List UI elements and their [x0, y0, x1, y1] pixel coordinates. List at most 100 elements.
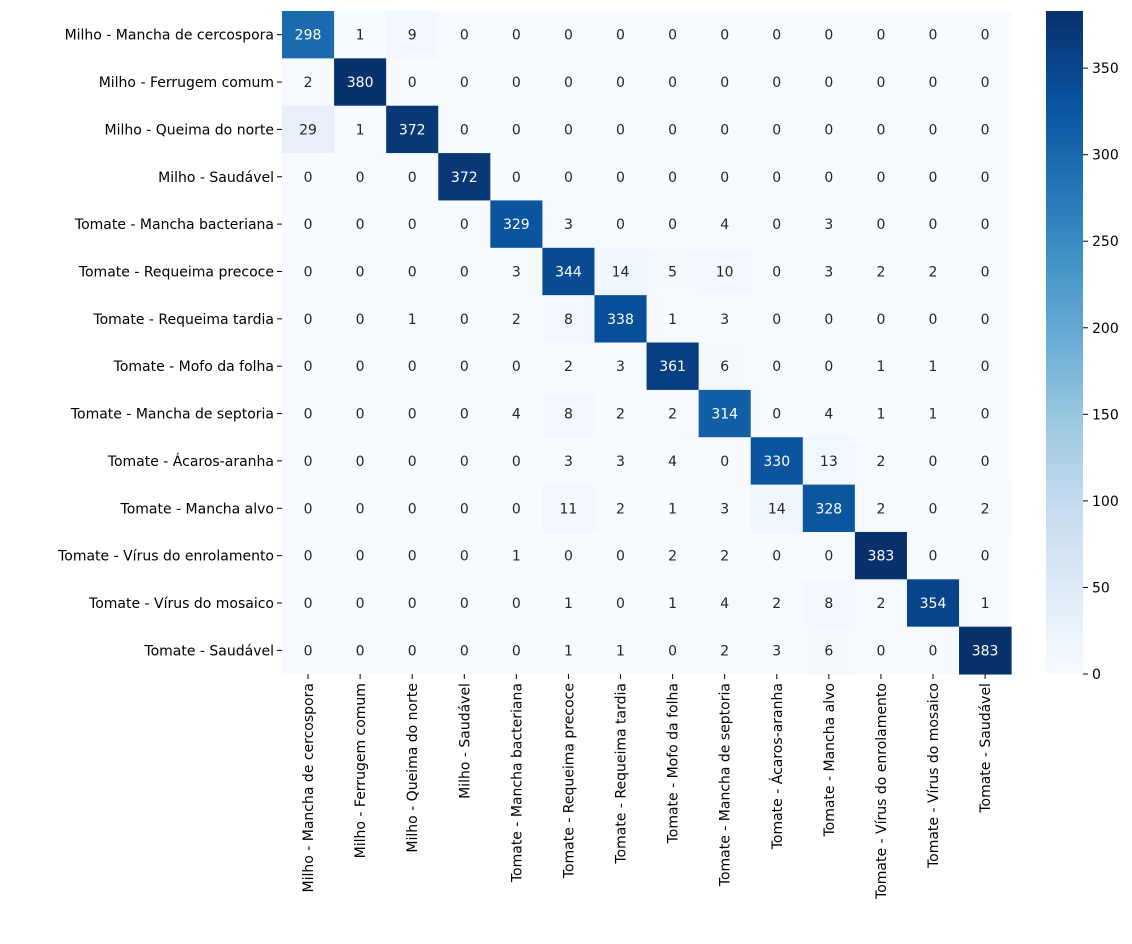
cell-value-label: 2 [304, 75, 313, 91]
heatmap-cell [594, 389, 648, 438]
heatmap-cell [334, 626, 387, 675]
heatmap-cell [906, 295, 960, 344]
cell-value-label: 0 [616, 75, 625, 91]
heatmap-cell [438, 295, 491, 344]
cell-value-label: 0 [720, 122, 729, 138]
y-axis: Milho - Mancha de cercospora Milho - Ferr… [57, 28, 282, 659]
heatmap-cell [854, 200, 908, 249]
cell-value-label: 0 [356, 264, 365, 280]
heatmap-cell [646, 295, 700, 344]
colorbar-segment [1046, 171, 1083, 178]
heatmap-cell [282, 579, 335, 628]
cell-value-label: 0 [512, 643, 521, 659]
colorbar-segment [1046, 160, 1083, 167]
y-tick-label: Milho - Saudável [158, 170, 274, 186]
heatmap-cell [542, 437, 595, 486]
colorbar-segment [1046, 138, 1083, 145]
y-tick-label: Tomate - Vírus do enrolamento [57, 549, 274, 565]
cell-value-label: 2 [668, 407, 677, 423]
cell-value-label: 0 [408, 454, 417, 470]
heatmap-cell [698, 247, 752, 296]
heatmap-cell [698, 531, 752, 580]
y-tick-label: Milho - Ferrugem comum [99, 75, 274, 91]
cell-value-label: 0 [356, 549, 365, 565]
heatmap-cell [646, 484, 700, 533]
heatmap-cell [594, 295, 648, 344]
cell-value-label: 0 [408, 501, 417, 517]
heatmap-cell [906, 579, 960, 628]
cell-value-label: 0 [304, 359, 313, 375]
heatmap-cell [438, 389, 491, 438]
x-tick-label: Tomate - Mancha alvo [822, 683, 838, 837]
cell-value-label: 0 [512, 75, 521, 91]
heatmap-cell [490, 105, 543, 154]
cell-value-label: 0 [616, 28, 625, 44]
colorbar-segment [1046, 254, 1083, 261]
cell-value-label: 0 [304, 454, 313, 470]
cell-value-label: 0 [616, 122, 625, 138]
cell-value-label: 0 [564, 28, 573, 44]
cell-value-label: 0 [876, 75, 885, 91]
heatmap-cell [906, 342, 960, 391]
heatmap-cell [386, 58, 439, 107]
cell-value-label: 314 [711, 407, 738, 423]
colorbar-segment [1046, 425, 1083, 432]
colorbar-segment [1046, 16, 1083, 23]
colorbar-segment [1046, 408, 1083, 415]
heatmap-cell [802, 58, 856, 107]
colorbar-segment [1046, 259, 1083, 266]
heatmap-cell [959, 579, 1012, 628]
heatmap-cell [802, 531, 856, 580]
colorbar-segment [1046, 629, 1083, 636]
cell-value-label: 0 [512, 28, 521, 44]
heatmap-cell [490, 531, 543, 580]
heatmap-cell [490, 295, 543, 344]
heatmap-cell [490, 11, 543, 59]
heatmap-cell [854, 579, 908, 628]
heatmap-cell [802, 626, 856, 675]
cell-value-label: 0 [408, 217, 417, 233]
heatmap-cell [854, 295, 908, 344]
cell-value-label: 0 [356, 359, 365, 375]
cell-value-label: 0 [460, 359, 469, 375]
heatmap-cell [490, 342, 543, 391]
colorbar-segment [1046, 502, 1083, 509]
cell-value-label: 13 [820, 454, 838, 470]
heatmap-cell [386, 342, 439, 391]
cell-value-label: 0 [772, 264, 781, 280]
cell-value-label: 3 [824, 264, 833, 280]
cell-value-label: 1 [668, 501, 677, 517]
cell-value-label: 2 [720, 643, 729, 659]
heatmap-cell [542, 484, 595, 533]
cell-value-label: 0 [408, 549, 417, 565]
heatmap-cell [750, 11, 804, 59]
heatmap-cell [698, 58, 752, 107]
cell-value-label: 0 [824, 549, 833, 565]
heatmap-cell [698, 105, 752, 154]
cell-value-label: 2 [876, 264, 885, 280]
cell-value-label: 372 [451, 170, 478, 186]
cell-value-label: 0 [356, 643, 365, 659]
heatmap-cell [282, 295, 335, 344]
heatmap-cell [750, 389, 804, 438]
cell-value-label: 0 [981, 312, 990, 328]
heatmap-cell [386, 200, 439, 249]
cell-value-label: 0 [876, 217, 885, 233]
cell-value-label: 2 [564, 359, 573, 375]
colorbar-segment [1046, 149, 1083, 156]
heatmap-cell [282, 58, 335, 107]
cell-value-label: 4 [720, 217, 729, 233]
cell-value-label: 0 [304, 596, 313, 612]
colorbar-segment [1046, 546, 1083, 554]
x-tick-label: Milho - Ferrugem comum [353, 683, 369, 858]
colorbar-segment [1046, 668, 1083, 675]
heatmap-cell [594, 579, 648, 628]
colorbar-segment [1046, 82, 1083, 89]
cell-value-label: 0 [876, 170, 885, 186]
heatmap-cell [334, 342, 387, 391]
cell-value-label: 0 [356, 407, 365, 423]
colorbar-segment [1046, 541, 1083, 548]
colorbar-segment [1046, 375, 1083, 382]
cell-value-label: 2 [616, 501, 625, 517]
colorbar-segment [1046, 292, 1083, 299]
